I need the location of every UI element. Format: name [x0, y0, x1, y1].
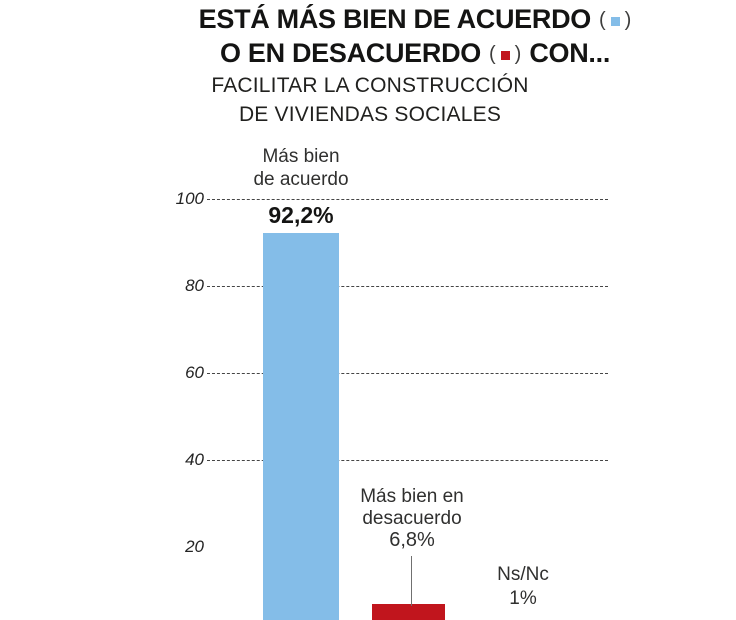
bar-value-agree: 92,2%: [268, 202, 334, 228]
chart-title: ESTÁ MÁS BIEN DE ACUERDO () O EN DESACUER…: [90, 4, 736, 72]
bar-label-disagree: Más bien en desacuerdo: [332, 486, 492, 530]
bar-value-nsnc: 1%: [509, 588, 537, 609]
chart-subtitle-line2: DE VIVIENDAS SOCIALES: [238, 103, 502, 126]
gridline-40: [207, 460, 608, 461]
chart-title-line1-text: ESTÁ MÁS BIEN DE ACUERDO: [198, 4, 592, 34]
bar-label-nsnc: Ns/Nc 1%: [443, 563, 603, 611]
gridline-80: [207, 286, 608, 287]
bar-value-disagree: 6,8%: [389, 529, 435, 551]
legend-paren-open-disagree: (: [488, 43, 496, 65]
chart-title-line2-text: O EN DESACUERDO: [219, 38, 481, 68]
y-axis-tick-label-40: 40: [185, 450, 204, 469]
gridline-60: [207, 373, 608, 374]
bar-label-nsnc-line1: Ns/Nc: [497, 564, 549, 585]
legend-paren-close-agree: ): [624, 9, 632, 31]
chart-subtitle-line1: FACILITAR LA CONSTRUCCIÓN: [211, 74, 529, 97]
bar-label-disagree-line1: Más bien en: [360, 486, 464, 507]
bar-label-agree: Más bien de acuerdo: [221, 145, 381, 191]
leader-line-disagree: [411, 556, 412, 606]
y-axis-tick-label-60: 60: [185, 363, 204, 382]
chart-title-line2-suffix: CON...: [529, 38, 611, 68]
bar-disagree: [372, 604, 445, 620]
y-axis-tick-label-100: 100: [175, 189, 204, 208]
legend-paren-close-disagree: ): [514, 43, 522, 65]
y-axis-tick-label-20: 20: [185, 537, 204, 556]
legend-paren-open-agree: (: [599, 9, 606, 31]
chart-title-line2: O EN DESACUERDO () CON...: [90, 38, 736, 72]
bar-label-agree-line2: de acuerdo: [253, 169, 349, 190]
bar-label-disagree-line2: desacuerdo: [362, 508, 462, 529]
legend-swatch-agree-icon: [610, 17, 620, 26]
y-axis-tick-label-80: 80: [185, 276, 204, 295]
chart-title-line1: ESTÁ MÁS BIEN DE ACUERDO (): [90, 4, 736, 38]
gridline-100: [207, 199, 608, 200]
bar-agree: [263, 233, 339, 620]
chart-subtitle: FACILITAR LA CONSTRUCCIÓN DE VIVIENDAS S…: [90, 71, 650, 129]
legend-swatch-disagree-icon: [500, 51, 510, 60]
bar-label-agree-line1: Más bien: [262, 146, 340, 167]
